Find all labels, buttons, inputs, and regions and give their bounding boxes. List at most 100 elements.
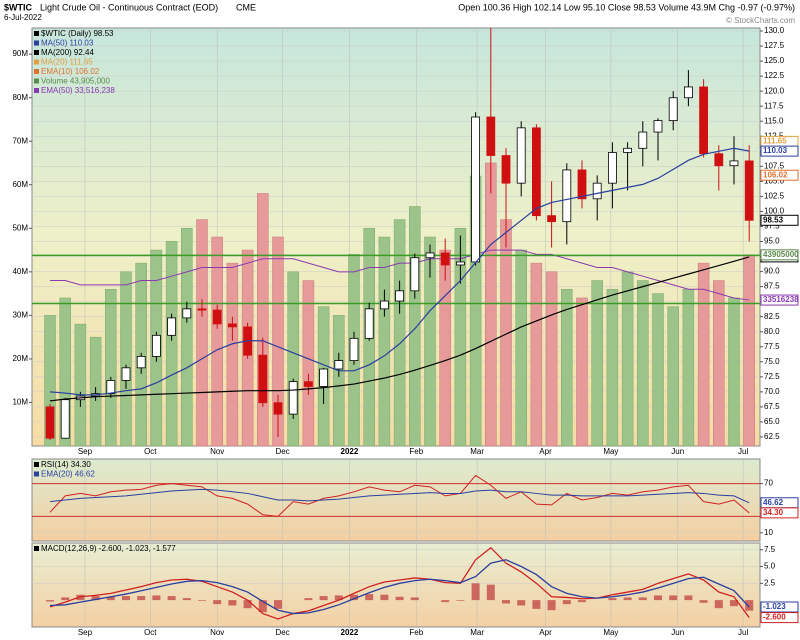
candle-body (106, 380, 116, 395)
candle-body (425, 252, 435, 259)
y-tick-label: 70 (764, 479, 773, 488)
candle-body (45, 406, 55, 439)
y-tick-label: 77.5 (764, 342, 780, 351)
legend-entry: EMA(50) 33,516,238 (41, 86, 115, 95)
legend-swatch (34, 59, 39, 65)
macd-histogram-bar (684, 595, 693, 601)
candle-body (684, 86, 693, 99)
candle-body (60, 399, 70, 439)
x-tick-label: Dec (275, 447, 289, 456)
volume-bar (165, 241, 178, 447)
y-tick-label: 125.0 (764, 56, 785, 65)
macd-histogram-bar (258, 600, 267, 613)
candle-body (334, 360, 344, 370)
macd-histogram-bar (122, 596, 130, 601)
legend-entry: MA(20) 111.65 (41, 58, 93, 67)
volume-bar (652, 293, 664, 447)
macd-histogram-bar (486, 584, 495, 601)
x-tick-label: Sep (78, 447, 93, 456)
macd-histogram-bar (274, 600, 282, 609)
macd-histogram-bar (471, 583, 480, 601)
legend-swatch (34, 69, 39, 74)
value-box (760, 145, 799, 157)
legend-swatch (34, 31, 39, 36)
volume-bar (272, 236, 284, 447)
legend-entry: MACD(12,26,9) -2.600, -1.023, -1.577 (41, 544, 176, 553)
candle-body (653, 120, 663, 133)
volume-bar (181, 228, 193, 447)
volume-bar (743, 254, 755, 447)
macd-histogram-bar (623, 597, 632, 601)
macd-histogram-bar (456, 600, 465, 601)
macd-histogram-bar (730, 600, 738, 607)
y-tick-label: 72.5 (764, 372, 780, 381)
macd-histogram-bar (137, 596, 146, 601)
y-tick-label: 60M (12, 180, 28, 189)
candle-body (182, 308, 192, 319)
candle-body (227, 323, 237, 328)
volume-bar (120, 271, 132, 447)
macd-histogram-bar (410, 597, 419, 601)
candle-body (136, 355, 146, 369)
macd-histogram-bar (91, 596, 100, 601)
value-box (760, 169, 799, 181)
y-tick-label: 120.0 (764, 86, 785, 95)
macd-histogram-bar (182, 598, 191, 601)
macd-histogram-bar (395, 596, 404, 601)
y-tick-label: 20M (12, 354, 28, 363)
watermark: © StockCharts.com (726, 16, 795, 25)
volume-bar (485, 162, 497, 447)
value-box-label: 111.65 (763, 136, 787, 145)
value-box-label: 46.62 (763, 498, 784, 507)
value-box (760, 294, 799, 306)
y-tick-label: 67.5 (764, 402, 780, 411)
x-tick-label: Jul (738, 628, 748, 637)
y-tick-label: 97.5 (764, 222, 780, 231)
rsi-panel (31, 458, 761, 542)
candle-body (121, 367, 131, 381)
macd-histogram-bar (562, 600, 571, 605)
macd-histogram-bar (608, 598, 617, 601)
y-tick-label: 62.5 (764, 432, 780, 441)
y-tick-label: 90.0 (764, 267, 780, 276)
volume-bar (515, 249, 527, 447)
x-tick-label: 2022 (341, 628, 359, 637)
macd-histogram-bar (441, 600, 450, 603)
y-tick-label: 75.0 (764, 357, 780, 366)
x-tick-label: Oct (144, 628, 157, 637)
macd-histogram-bar (304, 598, 313, 601)
y-tick-label: 10M (12, 398, 28, 407)
macd-line (49, 559, 750, 615)
volume-bar (378, 236, 391, 447)
y-tick-label: 82.5 (764, 312, 780, 321)
y-tick-label: 130.0 (764, 26, 785, 35)
macd-histogram-bar (380, 594, 389, 601)
y-tick-label: 2.5 (764, 578, 776, 587)
macd-histogram-bar (46, 600, 54, 602)
candle-body (395, 290, 405, 302)
legend-entry: EMA(10) 106.02 (41, 67, 100, 76)
candle-body (197, 308, 207, 311)
candle-body (516, 127, 526, 184)
candle-body (455, 261, 465, 266)
candle-body (547, 215, 556, 223)
volume-bar (424, 236, 436, 447)
value-box (760, 612, 799, 624)
macd-histogram-bar (213, 600, 222, 605)
macd-histogram-bar (61, 597, 70, 601)
legend-entry: EMA(20) 46.62 (41, 470, 95, 479)
macd-histogram-bar (365, 594, 374, 601)
y-tick-label: 65.0 (764, 417, 780, 426)
y-tick-label: 70M (12, 136, 28, 145)
volume-bar (530, 262, 543, 447)
macd-histogram-bar (350, 594, 358, 601)
value-box (760, 601, 799, 613)
candle-body (364, 308, 374, 339)
volume-bar (545, 271, 558, 447)
candle-body (212, 309, 222, 325)
date: 6-Jul-2022 (4, 13, 42, 22)
volume-bar (591, 280, 603, 447)
candle-body (714, 153, 724, 167)
macd-histogram-bar (228, 600, 237, 606)
